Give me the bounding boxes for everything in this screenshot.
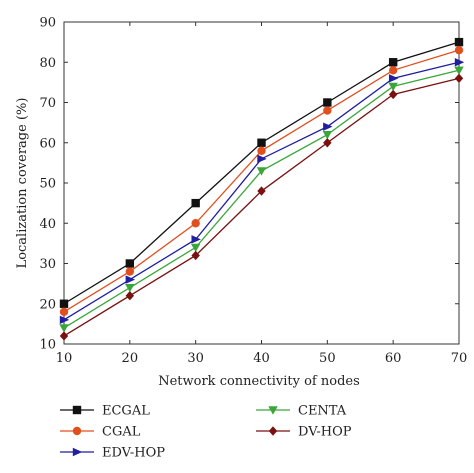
legend-label: EDV-HOP — [102, 446, 165, 461]
legend-marker — [268, 406, 278, 415]
data-point-edv-hop — [125, 275, 136, 284]
series-layer — [59, 37, 465, 341]
y-tick-label: 70 — [39, 96, 56, 111]
data-point-cgal — [257, 146, 266, 155]
y-axis-ticks: 10 20 30 40 50 60 70 80 90 — [39, 16, 459, 353]
data-point-dv-hop — [257, 186, 266, 196]
data-point-dv-hop — [454, 73, 464, 84]
y-tick-label: 30 — [39, 257, 56, 272]
y-tick-label: 60 — [39, 136, 56, 151]
legend-item-edv-hop: EDV-HOP — [60, 446, 165, 461]
data-point-edv-hop — [257, 154, 267, 164]
data-point-cgal — [191, 219, 200, 228]
y-axis-title: Localization coverage (%) — [15, 98, 30, 269]
data-point-edv-hop — [323, 122, 333, 131]
data-point-centa — [125, 283, 135, 293]
data-point-ecgal — [191, 198, 200, 208]
data-point-ecgal — [323, 98, 332, 107]
data-point-centa — [256, 167, 267, 176]
legend-marker — [72, 447, 83, 457]
data-point-ecgal — [125, 259, 135, 268]
legend-marker — [268, 426, 278, 436]
x-tick-label: 10 — [56, 351, 73, 366]
data-point-cgal — [323, 106, 332, 115]
series-line-centa — [63, 69, 460, 329]
data-point-centa — [388, 82, 398, 92]
x-tick-label: 50 — [319, 351, 336, 366]
data-point-ecgal — [454, 37, 464, 47]
plot-frame — [63, 21, 460, 345]
series-ecgal — [59, 37, 464, 308]
x-tick-label: 70 — [451, 351, 468, 366]
data-point-centa — [59, 324, 69, 333]
series-cgal — [59, 45, 464, 316]
data-point-edv-hop — [388, 74, 399, 83]
x-tick-label: 30 — [187, 351, 204, 366]
legend-item-cgal: CGAL — [60, 425, 141, 440]
data-point-edv-hop — [454, 58, 465, 67]
legend: ECGAL CGAL EDV-HOP CENTA DV-HOP — [60, 404, 352, 461]
x-tick-label: 20 — [122, 351, 139, 366]
data-point-ecgal — [388, 58, 398, 67]
data-point-ecgal — [257, 138, 266, 147]
x-axis-title: Network connectivity of nodes — [158, 374, 360, 389]
data-point-dv-hop — [125, 291, 135, 301]
legend-item-ecgal: ECGAL — [60, 404, 150, 419]
y-tick-label: 20 — [39, 297, 56, 312]
legend-item-centa: CENTA — [256, 404, 347, 419]
data-point-dv-hop — [191, 250, 200, 261]
series-dv-hop — [59, 73, 464, 341]
y-tick-label: 50 — [39, 177, 56, 192]
plot-area — [63, 21, 460, 345]
data-point-dv-hop — [388, 89, 398, 100]
x-axis-ticks: 10 20 30 40 50 60 70 — [56, 22, 468, 366]
data-point-dv-hop — [59, 331, 69, 341]
data-point-centa — [322, 131, 333, 140]
series-line-cgal — [63, 49, 460, 313]
data-point-cgal — [59, 307, 69, 316]
series-edv-hop — [59, 58, 465, 325]
data-point-edv-hop — [59, 315, 70, 325]
data-point-cgal — [454, 45, 464, 55]
data-point-centa — [454, 66, 464, 75]
data-point-cgal — [388, 66, 398, 75]
y-tick-label: 40 — [39, 217, 56, 232]
x-tick-label: 60 — [385, 351, 402, 366]
y-tick-label: 80 — [39, 56, 56, 71]
legend-label: CGAL — [102, 425, 141, 440]
legend-item-dv-hop: DV-HOP — [256, 425, 352, 440]
data-point-cgal — [125, 267, 135, 276]
data-point-ecgal — [59, 299, 69, 308]
y-tick-label: 90 — [39, 16, 56, 31]
legend-label: DV-HOP — [298, 425, 352, 440]
data-point-edv-hop — [191, 235, 201, 244]
legend-marker — [72, 405, 82, 415]
data-point-dv-hop — [323, 138, 332, 148]
series-line-dv-hop — [63, 77, 460, 337]
x-tick-label: 40 — [253, 351, 270, 366]
data-point-centa — [190, 243, 201, 253]
legend-label: CENTA — [298, 404, 347, 419]
y-tick-label: 10 — [39, 338, 56, 353]
series-centa — [59, 66, 464, 333]
legend-marker — [72, 426, 82, 436]
legend-label: ECGAL — [102, 404, 150, 419]
